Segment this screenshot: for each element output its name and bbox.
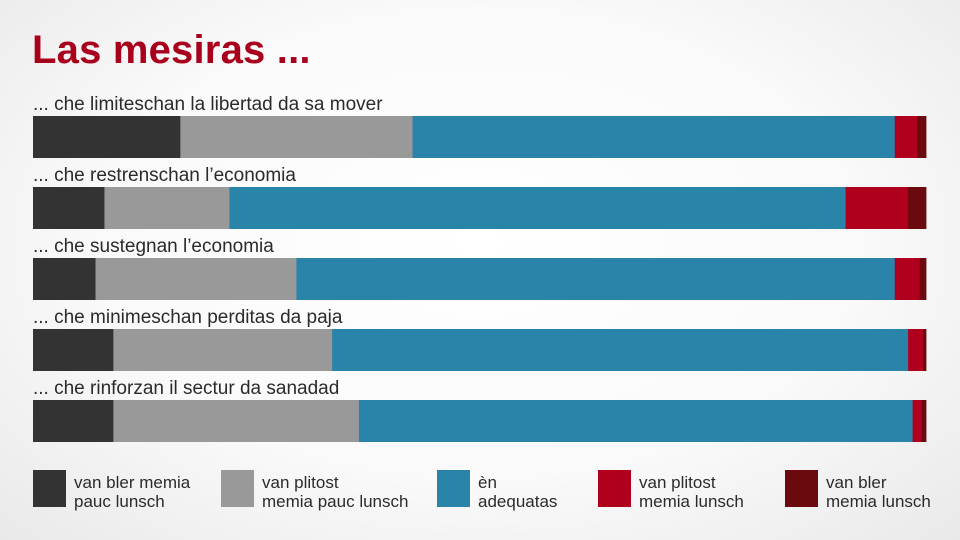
legend-swatch-0 <box>33 470 66 507</box>
bar-segment-series-2-row-0 <box>412 116 896 158</box>
bar-segment-series-1-row-1 <box>104 187 230 229</box>
bar-segment-series-0-row-0 <box>33 116 181 158</box>
bar-segment-series-3-row-0 <box>894 116 918 158</box>
legend-label-line: pauc lunsch <box>74 492 165 511</box>
bar-segment-series-4-row-1 <box>908 187 927 229</box>
legend-label-line: van bler memia <box>74 473 191 492</box>
bar-segment-series-1-row-4 <box>113 400 360 442</box>
legend-label-0: van bler memia pauc lunsch <box>74 473 191 511</box>
category-label: ... che sustegnan l’economia <box>33 236 274 257</box>
legend-label-3: van plitost memia lunsch <box>639 473 744 511</box>
legend-label-line: memia lunsch <box>639 492 744 511</box>
legend-label-line: van bler <box>826 473 887 492</box>
legend-label-line: van plitost <box>639 473 716 492</box>
bar-segment-series-0-row-1 <box>33 187 105 229</box>
bar-segment-series-2-row-1 <box>229 187 847 229</box>
bar-segment-series-3-row-3 <box>908 329 924 371</box>
bar-segment-series-1-row-2 <box>95 258 297 300</box>
legend-label-line: adequatas <box>478 492 557 511</box>
category-label: ... che restrenschan l’economia <box>33 165 296 186</box>
category-label: ... che limiteschan la libertad da sa mo… <box>33 94 383 115</box>
legend-swatch-2 <box>437 470 470 507</box>
bar-segment-series-4-row-0 <box>917 116 927 158</box>
bar-segment-series-3-row-2 <box>894 258 921 300</box>
legend-label-line: memia pauc lunsch <box>262 492 408 511</box>
bar-segment-series-4-row-2 <box>919 258 927 300</box>
bar-segment-series-1-row-3 <box>113 329 333 371</box>
legend-label-line: van plitost <box>262 473 339 492</box>
legend-label-1: van plitost memia pauc lunsch <box>262 473 408 511</box>
bar-segment-series-2-row-3 <box>332 329 909 371</box>
category-label: ... che rinforzan il sectur da sanadad <box>33 378 339 399</box>
bar-segment-series-3-row-4 <box>912 400 922 442</box>
bar-segment-series-2-row-2 <box>296 258 896 300</box>
legend-label-line: memia lunsch <box>826 492 931 511</box>
bar-segment-series-0-row-3 <box>33 329 114 371</box>
chart-title: Las mesiras ... <box>32 28 311 72</box>
bar-segment-series-4-row-3 <box>923 329 927 371</box>
bar-segment-series-1-row-0 <box>180 116 413 158</box>
legend-swatch-1 <box>221 470 254 507</box>
bar-segment-series-4-row-4 <box>921 400 927 442</box>
category-label: ... che minimeschan perditas da paja <box>33 307 343 328</box>
bar-segment-series-3-row-1 <box>845 187 909 229</box>
legend-label-2: èn adequatas <box>478 473 557 511</box>
legend-swatch-4 <box>785 470 818 507</box>
bar-segment-series-2-row-4 <box>358 400 913 442</box>
legend-label-line: èn <box>478 473 497 492</box>
bar-segment-series-0-row-4 <box>33 400 114 442</box>
legend-label-4: van bler memia lunsch <box>826 473 931 511</box>
bars-group: ... che limiteschan la libertad da sa mo… <box>33 94 927 442</box>
legend-swatch-3 <box>598 470 631 507</box>
bar-segment-series-0-row-2 <box>33 258 96 300</box>
